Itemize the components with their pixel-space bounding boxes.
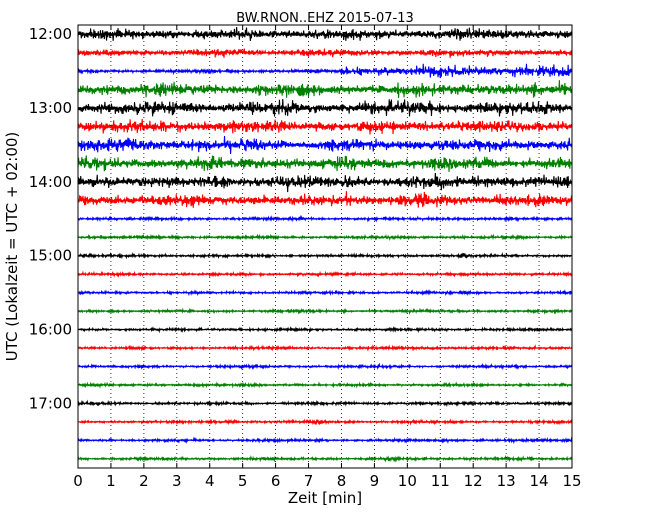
x-tick-label: 12 [464,472,483,490]
x-tick-label: 9 [370,472,380,490]
x-tick-label: 6 [271,472,281,490]
x-tick-label: 0 [73,472,83,490]
x-tick-label: 10 [398,472,417,490]
trace-1530 [77,289,573,297]
trace-1300 [77,99,573,117]
x-tick-label: 8 [337,472,347,490]
trace-1415 [77,191,573,208]
trace-1615 [77,344,573,352]
ticks: 0 1 2 3 4 5 6 7 8 9 10 11 12 13 14 1512:0013:0014:0015:… [29,25,582,490]
y-tick-label: 15:00 [29,247,72,265]
traces [77,26,573,463]
y-tick-label: 17:00 [29,394,72,412]
trace-1600 [77,325,573,334]
x-tick-label: 14 [530,472,549,490]
trace-1230 [77,63,573,79]
x-tick-label: 2 [139,472,149,490]
x-tick-label: 11 [431,472,450,490]
trace-1345 [77,155,573,172]
trace-1315 [77,118,573,135]
trace-1330 [77,136,573,155]
plot-frame [77,24,573,469]
trace-1430 [77,214,573,223]
trace-1700 [77,399,573,408]
x-tick-label: 7 [304,472,314,490]
x-tick-label: 4 [205,472,215,490]
trace-1730 [77,436,573,445]
x-tick-label: 3 [172,472,182,490]
trace-1245 [77,80,573,99]
y-tick-label: 13:00 [29,99,72,117]
trace-1645 [77,381,573,389]
x-tick-label: 13 [497,472,516,490]
trace-1715 [77,418,573,426]
trace-1545 [77,307,573,315]
trace-1445 [77,233,573,241]
trace-1630 [77,362,573,371]
x-tick-label: 1 [106,472,116,490]
x-tick-label: 15 [562,472,581,490]
x-tick-label: 5 [238,472,248,490]
y-tick-label: 14:00 [29,173,72,191]
trace-1215 [77,48,573,58]
y-tick-label: 16:00 [29,321,72,339]
y-axis-label: UTC (Lokalzeit = UTC + 02:00) [3,132,21,362]
x-axis-label: Zeit [min] [288,489,362,507]
trace-1400 [77,173,573,193]
trace-1500 [77,251,573,260]
chart-title: BW.RNON..EHZ 2015-07-13 [236,11,414,26]
trace-1200 [77,26,573,41]
trace-1515 [77,270,573,279]
y-tick-label: 12:00 [29,25,72,43]
trace-1745 [77,454,573,463]
